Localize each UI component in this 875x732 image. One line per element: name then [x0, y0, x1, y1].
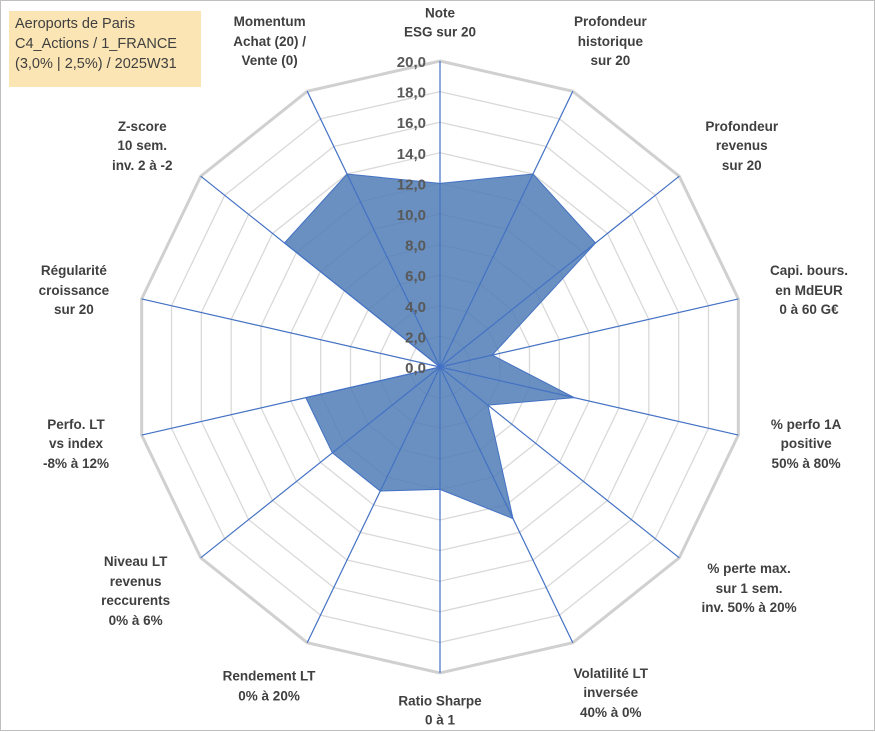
category-label-line: % perfo 1A: [770, 416, 842, 432]
category-label-line: Profondeur: [573, 13, 647, 29]
category-label: Momentum Achat (20) / Vente (0): [233, 12, 306, 71]
axis-spoke: [200, 175, 441, 368]
category-label-line: Vente (0): [241, 52, 298, 68]
category-label-line: 40% à 0%: [579, 704, 642, 720]
category-label-line: croissance: [38, 282, 110, 298]
category-label-line: inv. 2 à -2: [111, 157, 173, 173]
category-label: Note ESG sur 20: [404, 3, 476, 42]
axis-spoke: [141, 298, 441, 368]
category-label-line: 0 à 1: [424, 712, 456, 728]
category-label-line: sur 1 sem.: [715, 580, 783, 596]
category-label: Z-score 10 sem. inv. 2 à -2: [112, 116, 173, 175]
title-line-category: C4_Actions / 1_FRANCE: [15, 36, 177, 52]
category-label: Perfo. LT vs index -8% à 12%: [43, 415, 109, 474]
category-label-line: 50% à 80%: [771, 455, 841, 471]
r-tick-label: 0,0: [405, 360, 426, 377]
axis-spoke: [439, 366, 574, 643]
category-label: Profondeur revenus sur 20: [705, 116, 778, 175]
axis-spoke: [306, 91, 441, 368]
category-label-line: 10 sem.: [117, 137, 167, 153]
radar-spokes: [141, 61, 739, 673]
category-label-line: Rendement LT: [222, 668, 316, 684]
category-label-line: inv. 50% à 20%: [701, 600, 797, 616]
title-line-period: (3,0% | 2,5%) / 2025W31: [15, 56, 177, 72]
r-tick-label: 6,0: [405, 268, 426, 285]
radial-tick-labels: 0,0 2,0 4,0 6,0 8,0 10,0 12,0 14,0 16,0 18,0 20,0: [397, 54, 426, 377]
category-label: % perfo 1A positive 50% à 80%: [771, 415, 842, 474]
category-label-line: sur 20: [590, 52, 631, 68]
category-label-line: vs index: [48, 436, 103, 452]
category-label-line: Note: [424, 5, 455, 20]
category-label-line: 0% à 6%: [108, 612, 163, 628]
axis-spoke: [439, 298, 739, 368]
r-tick-label: 14,0: [397, 146, 426, 163]
category-label: Volatilité LT inversée 40% à 0%: [573, 664, 648, 723]
category-label-line: Profondeur: [705, 118, 779, 134]
category-label-line: positive: [780, 436, 832, 452]
r-tick-label: 16,0: [397, 115, 426, 132]
chart-title-box: Aeroports de Paris C4_Actions / 1_FRANCE…: [9, 11, 201, 87]
category-label-line: 0 à 60 G€: [779, 301, 839, 317]
category-label: Ratio Sharpe 0 à 1: [398, 691, 481, 730]
category-label-line: 0% à 20%: [238, 688, 300, 704]
axis-spoke: [439, 366, 680, 559]
category-label-line: Volatilité LT: [573, 665, 648, 681]
title-line-stock: Aeroports de Paris: [15, 16, 136, 32]
category-label-line: sur 20: [53, 301, 94, 317]
category-label-line: reccurents: [101, 593, 171, 609]
r-tick-label: 20,0: [397, 54, 426, 71]
axis-spoke: [200, 366, 441, 559]
category-label-line: -8% à 12%: [42, 455, 109, 471]
category-label: Profondeur historique sur 20: [574, 12, 647, 71]
r-tick-label: 10,0: [397, 207, 426, 224]
category-label-line: historique: [577, 33, 643, 49]
category-label-line: Perfo. LT: [47, 416, 105, 432]
category-label-line: revenus: [109, 573, 162, 589]
category-label-line: Régularité: [40, 262, 107, 278]
category-label: Niveau LT revenus reccurents 0% à 6%: [101, 552, 170, 630]
category-label-line: Achat (20) /: [233, 33, 307, 49]
axis-spoke: [306, 366, 441, 643]
axis-spoke: [439, 366, 739, 436]
r-tick-label: 18,0: [397, 85, 426, 102]
category-label: Rendement LT 0% à 20%: [223, 667, 316, 706]
axis-spoke: [439, 175, 680, 368]
axis-spoke: [141, 366, 441, 436]
category-label-line: en MdEUR: [775, 282, 843, 298]
category-label-line: % perte max.: [707, 561, 791, 577]
category-label-line: sur 20: [721, 157, 762, 173]
category-label-line: Z-score: [117, 118, 167, 134]
r-tick-label: 8,0: [405, 238, 426, 255]
category-label: % perte max. sur 1 sem. inv. 50% à 20%: [702, 559, 797, 618]
category-label-line: revenus: [715, 137, 768, 153]
category-label-line: inversée: [583, 685, 639, 701]
r-tick-label: 2,0: [405, 329, 426, 346]
category-label-line: ESG sur 20: [403, 24, 477, 40]
category-label: Régularité croissance sur 20: [39, 261, 110, 320]
r-tick-label: 12,0: [397, 176, 426, 193]
category-label-line: Ratio Sharpe: [398, 693, 482, 708]
category-label-line: Capi. bours.: [769, 262, 849, 278]
r-tick-label: 4,0: [405, 299, 426, 316]
category-label: Capi. bours. en MdEUR 0 à 60 G€: [770, 261, 848, 320]
category-label-line: Niveau LT: [103, 554, 168, 570]
axis-spoke: [439, 91, 574, 368]
category-label-line: Momentum: [233, 13, 306, 29]
